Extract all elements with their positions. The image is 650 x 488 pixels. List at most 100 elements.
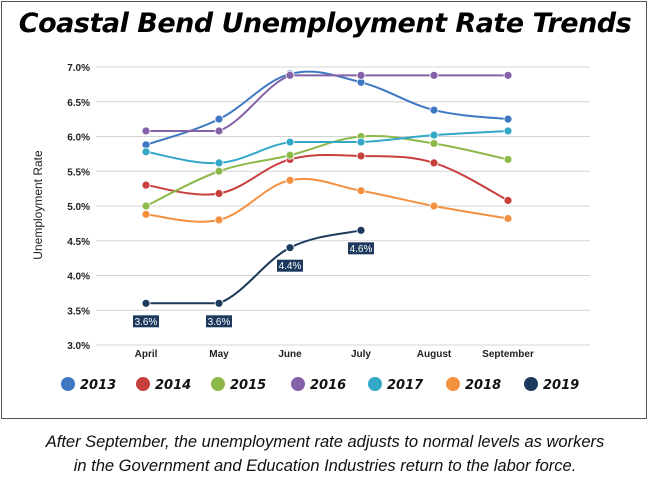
- series-2015: [141, 132, 513, 211]
- legend-label: 2016: [310, 378, 346, 393]
- data-point: [285, 150, 295, 160]
- series-line-2015: [145, 135, 509, 207]
- legend-marker: [291, 377, 305, 391]
- series-lines: [141, 69, 513, 308]
- y-tick-label: 4.5%: [67, 237, 90, 248]
- data-point: [503, 114, 513, 124]
- y-tick-label: 5.0%: [67, 202, 90, 213]
- data-point: [141, 126, 151, 136]
- legend-label: 2019: [543, 378, 579, 393]
- data-point: [356, 151, 366, 161]
- y-axis-label: Unemployment Rate: [31, 150, 45, 260]
- data-point: [141, 298, 151, 308]
- data-point: [214, 189, 224, 198]
- line-chart: 3.0% 3.5% 4.0% 4.5% 5.0% 5.5% 6.0% 6.5% 7.0% Apr…: [31, 63, 590, 393]
- series-2016: [141, 70, 513, 136]
- data-label: 4.6%: [348, 242, 374, 255]
- data-label-box: [133, 315, 159, 328]
- x-tick-label: April: [135, 349, 158, 360]
- data-point: [356, 186, 366, 196]
- data-point: [285, 175, 295, 185]
- legend-marker: [368, 377, 382, 391]
- data-point: [429, 70, 439, 80]
- data-label: 3.6%: [206, 315, 232, 328]
- data-point: [141, 201, 151, 211]
- y-tick-label: 4.0%: [67, 272, 90, 283]
- legend-item-2018: 2018: [446, 377, 501, 393]
- caption-line-2: in the Government and Education Industri…: [73, 457, 577, 475]
- series-line-2019: [145, 229, 362, 305]
- caption: After September, the unemployment rate a…: [0, 430, 650, 478]
- x-tick-label: June: [278, 349, 302, 360]
- data-point: [214, 298, 224, 308]
- data-point: [429, 130, 439, 140]
- legend-label: 2017: [387, 378, 424, 393]
- legend-item-2019: 2019: [524, 377, 579, 393]
- data-label-text: 3.6%: [135, 317, 158, 328]
- caption-line-1: After September, the unemployment rate a…: [45, 433, 605, 451]
- legend-label: 2013: [80, 378, 116, 393]
- series-line-2018: [145, 177, 509, 223]
- chart-frame: [1, 1, 647, 419]
- legend-item-2017: 2017: [368, 377, 424, 393]
- data-point: [356, 137, 366, 147]
- data-label-text: 4.6%: [350, 244, 373, 255]
- legend-label: 2014: [155, 378, 191, 393]
- data-point: [429, 139, 439, 148]
- data-label-box: [348, 242, 374, 255]
- legend-marker: [524, 377, 538, 391]
- gridlines: [96, 66, 590, 346]
- y-tick-label: 6.0%: [67, 133, 90, 144]
- data-point: [285, 70, 295, 80]
- data-label-text: 4.4%: [279, 261, 302, 272]
- series-line-2016: [146, 74, 508, 132]
- data-point: [503, 70, 513, 80]
- data-point: [503, 196, 513, 205]
- chart-title: Coastal Bend Unemployment Rate Trends: [18, 8, 632, 39]
- legend-marker: [136, 377, 150, 391]
- data-point: [429, 158, 439, 168]
- data-point: [429, 201, 439, 211]
- x-axis-ticks: April May June July August September: [135, 349, 534, 360]
- data-point: [285, 137, 295, 147]
- data-point: [214, 126, 224, 136]
- legend-label: 2015: [230, 378, 266, 393]
- y-tick-label: 3.5%: [67, 306, 90, 317]
- x-tick-label: July: [351, 349, 371, 360]
- data-point: [356, 225, 366, 235]
- data-point: [429, 105, 439, 115]
- legend-item-2013: 2013: [61, 377, 116, 393]
- legend-marker: [446, 377, 460, 391]
- data-label: 3.6%: [133, 315, 159, 328]
- data-point: [214, 166, 224, 176]
- y-tick-label: 5.5%: [67, 167, 90, 178]
- legend-marker: [211, 377, 225, 391]
- legend-item-2016: 2016: [291, 377, 346, 393]
- y-axis-ticks: 3.0% 3.5% 4.0% 4.5% 5.0% 5.5% 6.0% 6.5% 7.0%: [67, 63, 90, 352]
- x-tick-label: August: [417, 349, 452, 360]
- data-point: [285, 243, 295, 253]
- data-label: 4.4%: [277, 259, 303, 272]
- x-tick-label: May: [209, 349, 229, 360]
- data-label-text: 3.6%: [208, 317, 231, 328]
- data-point: [141, 147, 151, 157]
- data-point: [503, 214, 513, 223]
- data-label-box: [206, 315, 232, 328]
- series-2018: [141, 175, 513, 225]
- data-point: [141, 180, 151, 190]
- legend-item-2014: 2014: [136, 377, 191, 393]
- x-tick-label: September: [482, 349, 534, 360]
- y-tick-label: 6.5%: [67, 98, 90, 109]
- data-point: [356, 70, 366, 80]
- series-2014: [141, 151, 513, 205]
- legend: 2013 2014 2015 2016 2017 2018 2019: [61, 377, 579, 393]
- legend-label: 2018: [465, 378, 501, 393]
- data-point: [503, 126, 513, 136]
- series-2013: [141, 69, 513, 150]
- data-point: [214, 158, 224, 168]
- data-point: [141, 209, 151, 219]
- legend-item-2015: 2015: [211, 377, 266, 393]
- series-line-2013: [145, 70, 509, 146]
- data-point: [214, 114, 224, 124]
- data-point: [503, 155, 513, 164]
